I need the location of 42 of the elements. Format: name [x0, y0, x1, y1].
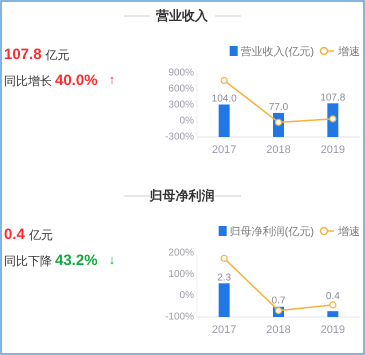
x-tick-label: 2018 — [266, 324, 291, 336]
text: 0.4 — [4, 226, 26, 243]
data-label: 0.4 — [326, 290, 340, 302]
x-tick-label: 2019 — [320, 144, 346, 156]
y-tick-label: 100% — [168, 268, 194, 280]
y-tick-label: 900% — [168, 68, 194, 78]
y-tick-label: 600% — [168, 84, 194, 94]
point — [220, 254, 228, 262]
y-tick-label: 300% — [168, 100, 194, 110]
data-label: 107.8 — [320, 92, 346, 104]
text: ↓ — [108, 252, 116, 267]
legend-label: 归母净利润(亿元) — [230, 225, 314, 238]
text: 同比下降 — [4, 254, 52, 268]
y-tick-label: -300% — [165, 132, 194, 142]
text: 亿元 — [44, 48, 70, 62]
point — [329, 115, 336, 122]
point — [220, 76, 228, 84]
x-tick-label: 2019 — [320, 324, 346, 336]
legend-label: 营业收入(亿元) — [240, 45, 314, 58]
x-tick-label: 2017 — [212, 324, 236, 336]
text: 107.8 — [4, 46, 42, 63]
y-tick-label: -100% — [165, 312, 194, 322]
text: 亿元 — [28, 228, 53, 242]
point — [329, 301, 336, 308]
x-tick-label: 2017 — [212, 144, 236, 156]
legend-label: 增速 — [337, 45, 360, 58]
legend-label: 增速 — [337, 225, 360, 238]
text: ↑ — [108, 72, 116, 87]
data-label: 77.0 — [268, 102, 289, 113]
data-label: 2.3 — [217, 272, 232, 284]
text: 归母净利润 — [148, 188, 214, 203]
text: 同比增长 — [4, 74, 52, 88]
text: 43.2% — [55, 252, 98, 269]
y-tick-label: 0% — [180, 116, 194, 126]
data-label: 0.7 — [272, 296, 286, 307]
y-tick-label: 0% — [180, 290, 194, 302]
data-label: 104.0 — [212, 94, 238, 105]
point — [274, 307, 282, 314]
x-tick-label: 2018 — [266, 144, 291, 156]
text: 40.0% — [55, 72, 98, 89]
text: 营业收入 — [155, 8, 209, 23]
y-tick-label: 200% — [168, 248, 194, 258]
